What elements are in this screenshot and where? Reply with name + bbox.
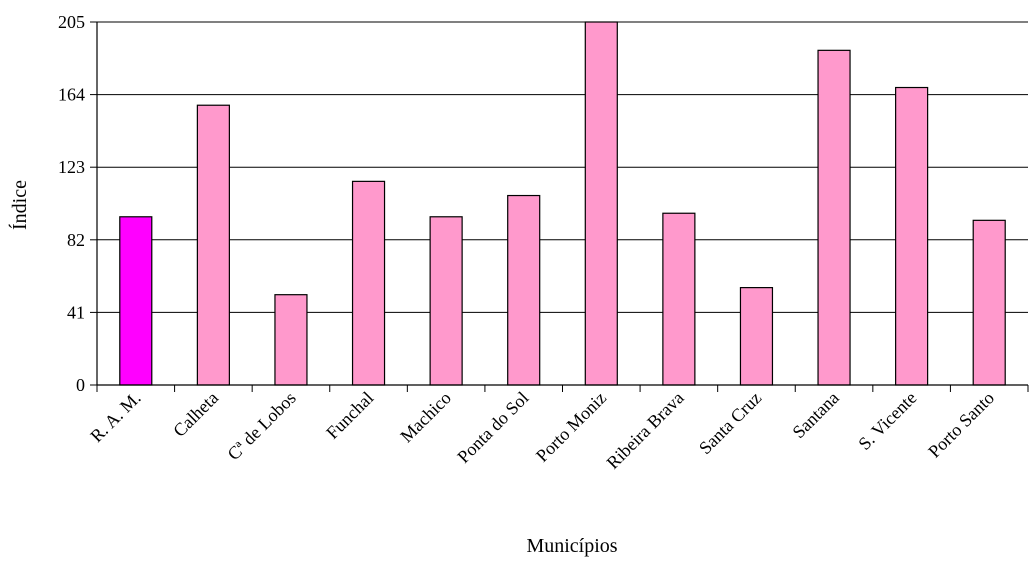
x-category-label: Funchal — [322, 388, 377, 443]
bar-1 — [197, 105, 229, 385]
bar-9 — [818, 50, 850, 385]
y-tick-label: 123 — [58, 157, 85, 177]
y-tick-label: 205 — [58, 12, 85, 32]
bar-11 — [973, 220, 1005, 385]
bar-5 — [508, 196, 540, 385]
bar-3 — [353, 181, 385, 385]
x-category-label: R. A. M. — [86, 388, 144, 446]
y-tick-label: 82 — [67, 230, 85, 250]
bar-10 — [896, 88, 928, 385]
x-category-label: Santana — [788, 388, 842, 442]
x-category-label: Cª de Lobos — [223, 388, 299, 464]
y-tick-label: 164 — [58, 85, 85, 105]
x-category-label: Calheta — [169, 388, 222, 441]
bar-6 — [585, 22, 617, 385]
bar-2 — [275, 295, 307, 385]
x-category-label: Santa Cruz — [695, 388, 765, 458]
x-category-label: S. Vicente — [854, 388, 920, 454]
x-axis-title: Municípios — [526, 535, 617, 557]
y-tick-label: 0 — [76, 375, 85, 395]
y-axis-title: Índice — [8, 180, 31, 230]
x-category-label: Porto Moniz — [532, 388, 610, 466]
x-category-label: Machico — [396, 388, 455, 447]
bar-7 — [663, 213, 695, 385]
x-category-label: Porto Santo — [924, 388, 998, 462]
x-category-label: Ponta do Sol — [453, 388, 532, 467]
bars — [120, 22, 1005, 385]
bar-8 — [740, 288, 772, 385]
y-tick-label: 41 — [67, 302, 85, 322]
axes — [90, 22, 1028, 392]
gridlines — [97, 22, 1028, 312]
bar-4 — [430, 217, 462, 385]
x-category-label: Ribeira Brava — [603, 388, 688, 473]
bar-0 — [120, 217, 152, 385]
